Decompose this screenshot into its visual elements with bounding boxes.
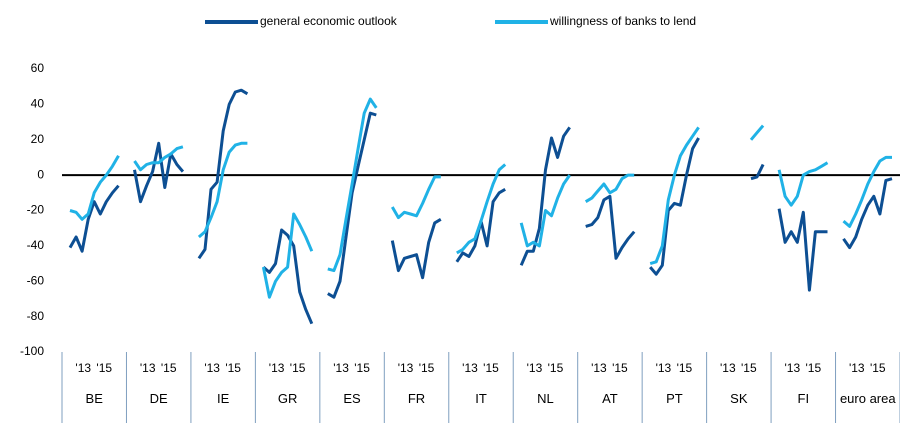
period-label: '13: [140, 361, 156, 375]
category-label: GR: [277, 391, 298, 406]
category-label: SK: [730, 391, 748, 406]
series-line: [749, 124, 765, 141]
period-label: '13: [269, 361, 285, 375]
period-label: '13: [591, 361, 607, 375]
category-label: FI: [797, 391, 810, 406]
period-label: '13: [462, 361, 478, 375]
category-label: PT: [666, 391, 683, 406]
period-label: '15: [612, 361, 628, 375]
category-label: FR: [407, 391, 426, 406]
series-line: [327, 97, 378, 273]
period-label: '15: [548, 361, 564, 375]
period-label: '13: [75, 361, 91, 375]
period-label: '15: [483, 361, 499, 375]
series-line: [842, 177, 893, 250]
y-tick-label: 20: [31, 132, 45, 146]
period-label: '13: [527, 361, 543, 375]
period-label: '13: [784, 361, 800, 375]
series-line: [519, 126, 571, 266]
series-line: [68, 184, 120, 253]
series-line: [456, 163, 507, 255]
y-tick-label: -60: [27, 273, 45, 287]
period-label: '15: [677, 361, 693, 375]
period-label: '13: [398, 361, 414, 375]
series-line: [390, 218, 442, 280]
period-label: '15: [225, 361, 241, 375]
series-line: [649, 126, 700, 266]
series-line: [750, 163, 765, 181]
period-label: '13: [720, 361, 736, 375]
series-line: [777, 208, 828, 292]
period-label: '15: [290, 361, 306, 375]
y-tick-label: -40: [27, 238, 45, 252]
series-line: [197, 141, 248, 239]
y-tick-label: 40: [31, 97, 45, 111]
category-label: ES: [343, 391, 361, 406]
series-line: [585, 194, 636, 260]
series-line: [519, 174, 571, 248]
legend-label: willingness of banks to lend: [549, 14, 696, 28]
series-line: [842, 155, 892, 228]
series-line: [584, 173, 635, 203]
series-line: [133, 141, 185, 204]
legend-label: general economic outlook: [260, 14, 398, 28]
category-label: euro area: [839, 391, 896, 406]
category-label: DE: [149, 391, 168, 406]
y-tick-label: -20: [27, 203, 45, 217]
series-line: [649, 137, 700, 276]
y-tick-label: 60: [31, 61, 45, 75]
series-line: [69, 154, 120, 221]
period-label: '15: [354, 361, 370, 375]
series-line: [133, 145, 184, 172]
y-tick-label: 0: [37, 167, 44, 181]
period-label: '15: [96, 361, 112, 375]
period-label: '15: [870, 361, 886, 375]
series-line: [262, 228, 314, 325]
y-tick-label: -80: [27, 309, 45, 323]
period-label: '13: [849, 361, 865, 375]
y-tick-label: -100: [20, 344, 44, 358]
category-label: NL: [537, 391, 554, 406]
period-label: '15: [805, 361, 821, 375]
period-label: '15: [161, 361, 177, 375]
series-line: [390, 175, 441, 220]
series-line: [777, 161, 829, 207]
period-label: '13: [204, 361, 220, 375]
category-label: BE: [85, 391, 103, 406]
period-label: '13: [333, 361, 349, 375]
period-label: '15: [419, 361, 435, 375]
category-label: IE: [216, 391, 230, 406]
period-label: '15: [741, 361, 757, 375]
category-label: AT: [602, 391, 618, 406]
category-label: IT: [475, 391, 487, 406]
period-label: '13: [656, 361, 672, 375]
series-line: [261, 212, 314, 299]
